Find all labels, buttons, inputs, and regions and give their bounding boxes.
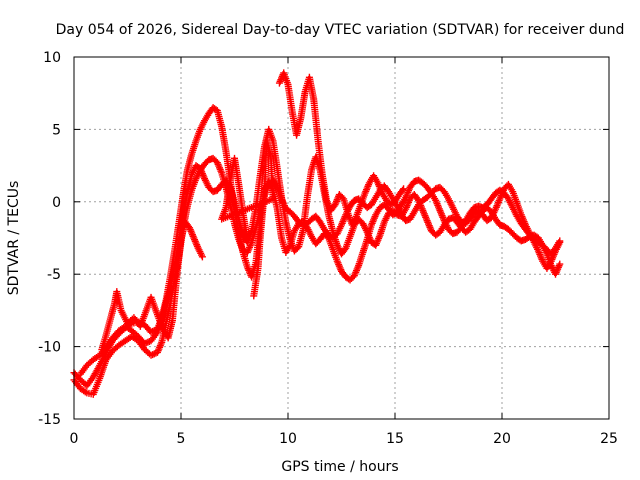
chart-title: Day 054 of 2026, Sidereal Day-to-day VTE… [56,22,625,38]
data-markers [70,69,564,398]
y-tick-label: 10 [43,50,61,66]
data-point-track-2 [81,388,89,396]
x-tick-label: 25 [600,431,618,447]
plot-frame [73,56,610,420]
data-point-track-4 [400,185,408,193]
y-tick-label: 0 [52,195,61,211]
x-tick-label: 0 [70,431,79,447]
data-point-track-4 [398,186,406,194]
y-tick-label: -15 [38,412,61,428]
data-point-track-4 [198,253,206,261]
data-point-track-1 [147,328,155,336]
data-point-track-3 [141,340,149,348]
data-point-track-2 [149,351,157,359]
data-point-track-1 [149,327,157,335]
data-point-track-2 [556,238,564,246]
axis-ticks: 0 5 10 15 20 25 -15 -10 -5 0 5 10 [38,50,618,447]
x-axis-title: GPS time / hours [281,459,398,475]
x-tick-label: 20 [493,431,511,447]
data-point-track-4 [243,235,251,243]
data-point-track-3 [144,338,152,346]
data-point-track-3 [142,339,150,347]
y-tick-label: -5 [47,267,61,283]
y-axis-title: SDTVAR / TECUs [6,181,22,296]
y-tick-label: 5 [52,122,61,138]
data-point-track-4 [338,193,346,201]
x-tick-label: 15 [386,431,404,447]
data-point-track-2 [147,351,155,359]
x-tick-label: 5 [177,431,186,447]
x-tick-label: 10 [279,431,297,447]
y-tick-label: -10 [38,340,61,356]
data-point-track-3 [556,260,564,268]
data-point-track-2 [150,350,158,358]
